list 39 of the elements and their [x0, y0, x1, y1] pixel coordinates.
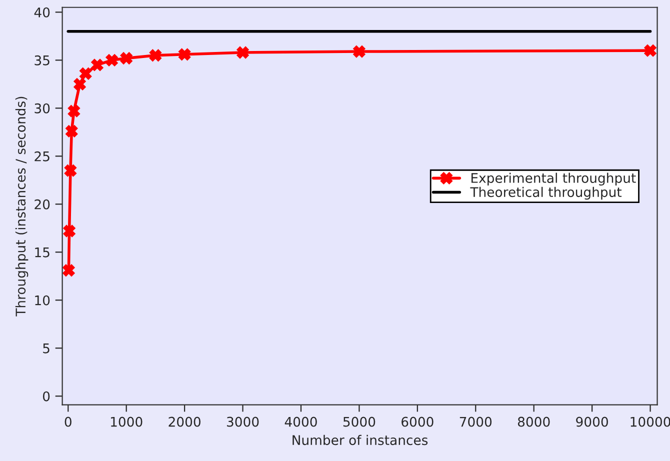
point [79, 67, 92, 80]
legend-label: Experimental throughput [472, 172, 636, 186]
y-tick-label: 15 [35, 248, 50, 258]
x-tick-label: 10000 [630, 416, 670, 427]
x-axis-title: Number of instances [292, 434, 428, 446]
point [149, 49, 162, 62]
point [74, 78, 86, 90]
x-tick-label: 2000 [168, 416, 200, 427]
x-tick-label: 4000 [284, 416, 317, 427]
y-tick-label: 30 [34, 103, 50, 114]
y-tick-label: 0 [42, 391, 50, 402]
point [644, 44, 656, 57]
point [63, 224, 76, 238]
y-tick-label: 20 [34, 199, 50, 210]
point [120, 52, 132, 64]
y-tick-label: 40 [34, 7, 50, 18]
x-tick-label: 3000 [226, 416, 259, 427]
y-tick-label: 25 [34, 151, 50, 162]
y-tick-label: 10 [35, 295, 50, 306]
point [353, 45, 366, 58]
point [68, 104, 80, 118]
point [178, 48, 191, 61]
point [91, 58, 104, 72]
y-axis-title: Throughput (instances / seconds) [15, 96, 28, 316]
y-tick-label: 35 [34, 55, 50, 66]
point [62, 264, 75, 276]
x-tick-label: 0 [64, 416, 72, 427]
x-tick-label: 8000 [518, 416, 550, 427]
point [66, 125, 78, 138]
x-tick-label: 6000 [402, 416, 434, 427]
point [106, 54, 118, 66]
x-tick-label: 5000 [343, 416, 376, 427]
y-tick-label: 5 [43, 344, 50, 354]
x-tick-label: 1000 [111, 416, 142, 427]
x-tick-label: 7000 [460, 416, 492, 427]
x-tick-label: 9000 [576, 416, 608, 427]
legend-label: Theoretical throughput [470, 186, 622, 200]
point [236, 46, 249, 59]
point [64, 164, 77, 177]
